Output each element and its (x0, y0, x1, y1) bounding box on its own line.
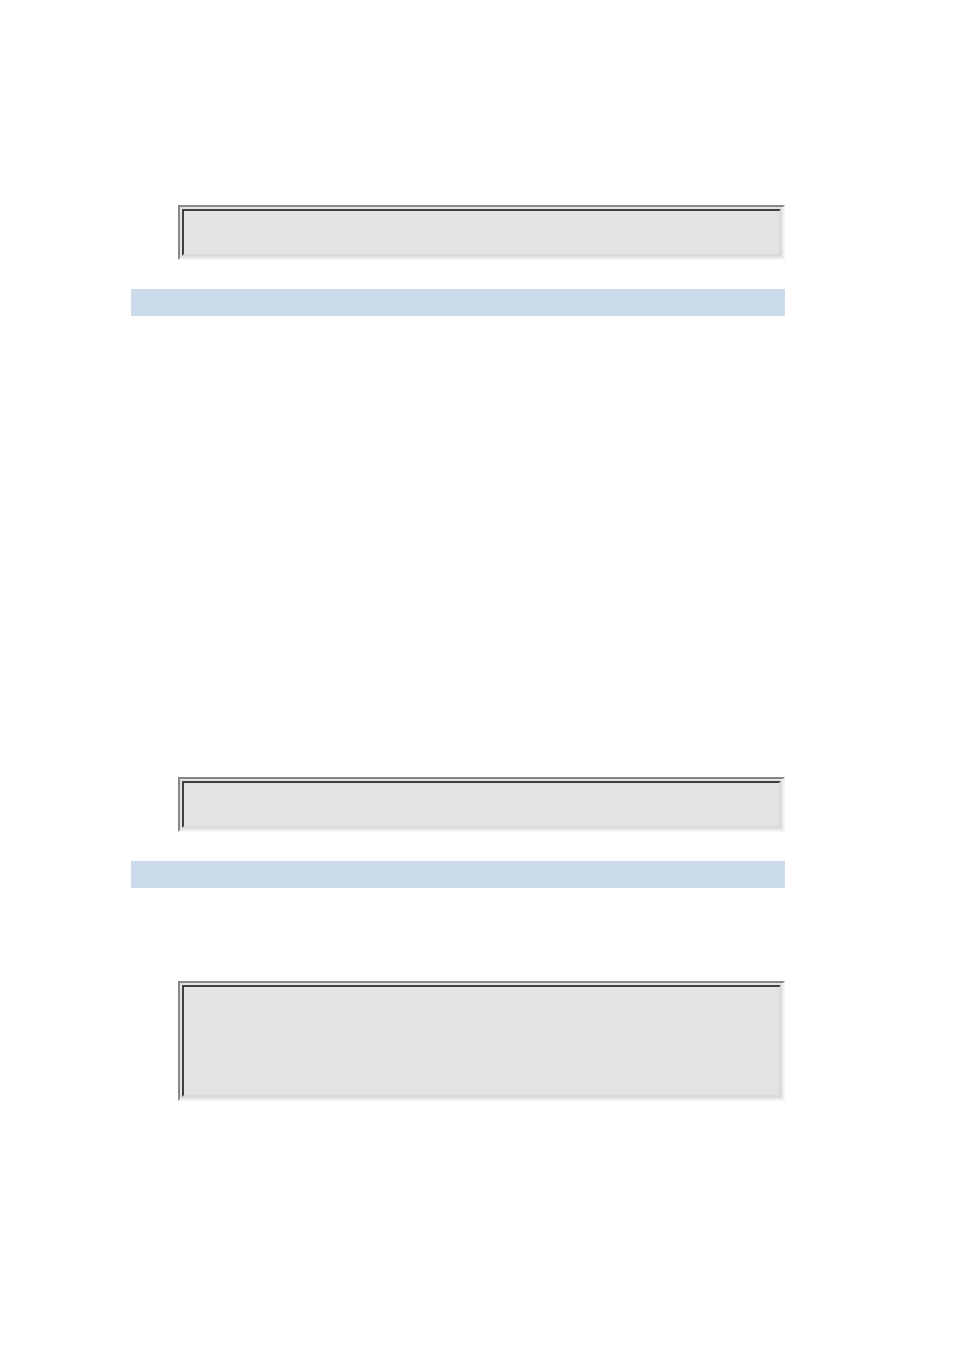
inset-box (178, 777, 785, 832)
inset-box (178, 981, 785, 1101)
highlight-band (131, 861, 785, 888)
inset-box-inner (182, 985, 781, 1097)
inset-box-inner (182, 781, 781, 828)
inset-box (178, 205, 785, 260)
inset-box-inner (182, 209, 781, 256)
highlight-band (131, 289, 785, 316)
